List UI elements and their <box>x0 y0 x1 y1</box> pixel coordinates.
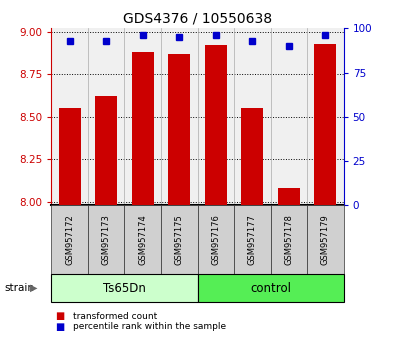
Bar <box>205 45 227 205</box>
Bar <box>314 44 336 205</box>
Bar <box>168 54 190 205</box>
Bar <box>59 108 81 205</box>
Text: GSM957178: GSM957178 <box>284 215 293 265</box>
Text: GSM957173: GSM957173 <box>102 215 111 265</box>
Text: control: control <box>250 282 291 295</box>
Text: ▶: ▶ <box>30 283 37 293</box>
Text: strain: strain <box>4 283 34 293</box>
Text: GSM957179: GSM957179 <box>321 215 330 265</box>
Text: Ts65Dn: Ts65Dn <box>103 282 146 295</box>
Bar <box>278 188 300 205</box>
Text: ■: ■ <box>55 311 64 321</box>
Text: GSM957176: GSM957176 <box>211 215 220 265</box>
Bar <box>241 108 263 205</box>
Text: GSM957174: GSM957174 <box>138 215 147 265</box>
Text: ■: ■ <box>55 322 64 332</box>
Text: transformed count: transformed count <box>73 312 157 321</box>
Bar <box>132 52 154 205</box>
Text: GSM957172: GSM957172 <box>65 215 74 265</box>
Text: GSM957175: GSM957175 <box>175 215 184 265</box>
Text: percentile rank within the sample: percentile rank within the sample <box>73 322 226 331</box>
Title: GDS4376 / 10550638: GDS4376 / 10550638 <box>123 12 272 26</box>
Bar <box>95 96 117 205</box>
Text: GSM957177: GSM957177 <box>248 215 257 265</box>
